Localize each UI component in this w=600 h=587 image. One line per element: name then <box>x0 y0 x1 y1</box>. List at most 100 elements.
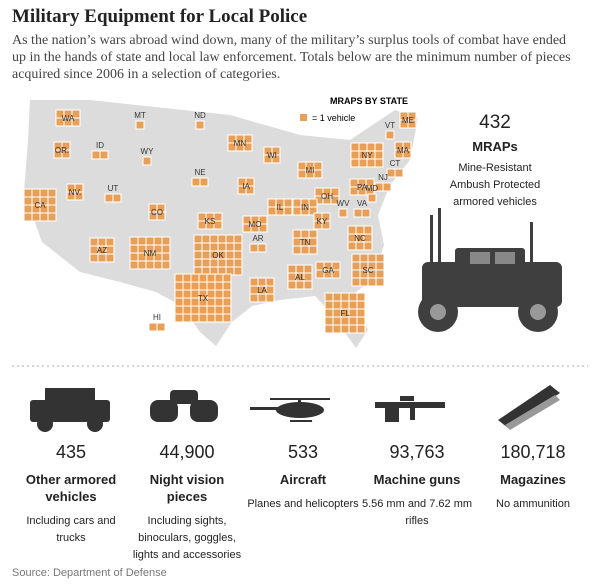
vehicle-square <box>215 274 223 282</box>
state-squares <box>174 273 232 323</box>
vehicle-square <box>183 306 191 314</box>
vehicle-square <box>395 150 403 158</box>
item-label: Magazines <box>500 472 566 487</box>
vehicle-square <box>32 213 40 221</box>
vehicle-square <box>64 110 72 118</box>
vehicle-square <box>234 243 242 251</box>
vehicle-square <box>236 143 244 151</box>
vehicle-square <box>149 323 157 331</box>
vehicle-square <box>175 290 183 298</box>
vehicle-square <box>258 286 266 294</box>
vehicle-square <box>352 270 360 278</box>
vehicle-square <box>354 209 362 217</box>
state-label: VA <box>357 199 368 208</box>
state-label: HI <box>153 313 161 322</box>
vehicle-square <box>250 244 258 252</box>
vehicle-square <box>191 306 199 314</box>
vehicle-square <box>293 238 301 246</box>
vehicle-square <box>130 237 138 245</box>
vehicle-square <box>226 235 234 243</box>
vehicle-square <box>194 243 202 251</box>
vehicle-square <box>264 147 272 155</box>
vehicle-square <box>348 242 356 250</box>
vehicle-square <box>315 196 323 204</box>
vehicle-square <box>210 235 218 243</box>
vehicle-square <box>250 286 258 294</box>
state-squares <box>91 150 109 160</box>
vehicle-square <box>264 155 272 163</box>
vehicle-square <box>175 282 183 290</box>
vehicle-square <box>207 298 215 306</box>
state-label: UT <box>108 184 119 193</box>
vehicle-square <box>304 265 312 273</box>
vehicle-square <box>67 192 75 200</box>
vehicle-square <box>349 309 357 317</box>
vehicle-square <box>64 118 72 126</box>
legend-unit: = 1 vehicle <box>312 113 355 123</box>
vehicle-square <box>210 243 218 251</box>
vehicle-square <box>228 143 236 151</box>
vehicle-square <box>32 205 40 213</box>
vehicle-square <box>341 325 349 333</box>
vehicle-square <box>218 235 226 243</box>
vehicle-square <box>154 237 162 245</box>
vehicle-square <box>341 293 349 301</box>
vehicle-square <box>350 187 358 195</box>
vehicle-square <box>218 267 226 275</box>
vehicle-square <box>350 179 358 187</box>
item-description: 5.56 mm and 7.62 mm rifles <box>361 498 473 527</box>
vehicle-square <box>288 265 296 273</box>
state-squares <box>191 177 209 187</box>
state-label: KY <box>317 217 328 226</box>
vehicle-square <box>67 184 75 192</box>
vehicle-square <box>40 205 48 213</box>
vehicle-square <box>194 267 202 275</box>
vehicle-square <box>395 169 403 177</box>
vehicle-square <box>356 242 364 250</box>
vehicle-square <box>162 253 170 261</box>
vehicle-square <box>333 317 341 325</box>
vehicle-square <box>199 306 207 314</box>
vehicle-square <box>301 238 309 246</box>
vehicle-square <box>324 262 332 270</box>
item-description: Including cars and trucks <box>26 515 116 544</box>
vehicle-square <box>358 179 366 187</box>
vehicle-square <box>408 112 416 120</box>
vehicle-square <box>223 290 231 298</box>
vehicle-square <box>403 142 411 150</box>
vehicle-square <box>72 118 80 126</box>
vehicle-square <box>200 178 208 186</box>
vehicle-square <box>199 290 207 298</box>
vehicle-square <box>244 135 252 143</box>
vehicle-square <box>202 259 210 267</box>
vehicle-square <box>376 254 384 262</box>
vehicle-square <box>250 278 258 286</box>
vehicle-square <box>54 150 62 158</box>
vehicle-square <box>183 314 191 322</box>
state-label: TX <box>198 294 209 303</box>
state-label: FL <box>340 309 350 318</box>
vehicle-square <box>314 162 322 170</box>
vehicle-square <box>276 207 284 215</box>
vehicle-square <box>296 265 304 273</box>
vehicle-square <box>226 243 234 251</box>
vehicle-square <box>24 213 32 221</box>
vehicle-square <box>175 274 183 282</box>
vehicle-square <box>24 197 32 205</box>
vehicle-square <box>162 261 170 269</box>
vehicle-square <box>98 254 106 262</box>
vehicle-square <box>358 187 366 195</box>
state-label: VT <box>385 121 395 130</box>
state-label: WA <box>62 114 75 123</box>
vehicle-square <box>223 306 231 314</box>
vehicle-square <box>325 317 333 325</box>
item: 180,718 Magazines No ammunition <box>474 442 592 513</box>
vehicle-square <box>183 274 191 282</box>
vehicle-square <box>349 301 357 309</box>
vehicle-square <box>223 298 231 306</box>
vehicle-square <box>56 118 64 126</box>
state-label: NE <box>194 168 205 177</box>
vehicle-square <box>244 143 252 151</box>
vehicle-square <box>288 273 296 281</box>
